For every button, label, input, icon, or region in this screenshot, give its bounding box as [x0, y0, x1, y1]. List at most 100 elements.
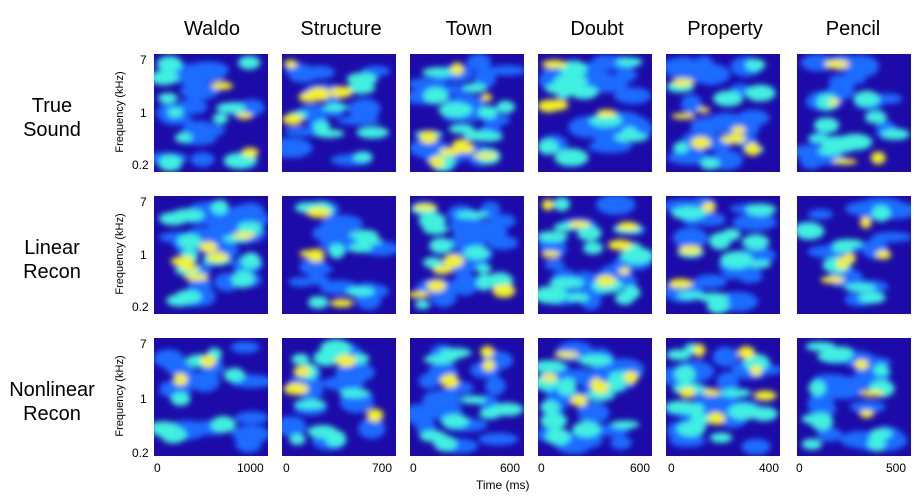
spectrogram-blob [753, 390, 777, 401]
spectrogram-blob [223, 368, 246, 383]
spectrogram-blob [306, 274, 330, 286]
spectrogram-blob [284, 59, 298, 68]
x-tick-end: 700 [372, 461, 393, 475]
spectrogram-blob [307, 425, 338, 439]
spectrogram-blob [677, 66, 717, 83]
spectrogram-blob [491, 214, 516, 228]
spectrogram-blob [440, 348, 467, 360]
row-label-linear-recon: Linear Recon [0, 236, 104, 284]
spectrogram-blob [854, 359, 869, 370]
spectrogram-blob [462, 83, 487, 93]
spectrogram-blob [440, 374, 459, 388]
row-label-line1: True [31, 95, 73, 117]
spectrogram-blob [482, 360, 495, 371]
spectrogram-blob [700, 157, 720, 170]
spectrogram-blob [676, 291, 705, 300]
spectrogram-blob [858, 291, 886, 304]
spectrogram-blob [346, 72, 378, 87]
spectrogram-blob [293, 399, 327, 409]
x-tick-end: 600 [630, 461, 651, 475]
spectrogram-blob [282, 114, 304, 125]
spectrogram-blob [541, 59, 567, 69]
x-tick-start: 0 [154, 461, 161, 475]
spectrogram-blob [339, 388, 370, 398]
spectrogram-blob [330, 86, 353, 98]
spectrogram-blob [240, 252, 261, 269]
spectrogram-blob [693, 343, 706, 357]
spectrogram-blob [348, 98, 381, 120]
spectrogram-blob [873, 363, 889, 377]
spectrogram-blob [572, 421, 601, 438]
spectrogram-blob [320, 339, 352, 358]
spectrogram-blob [170, 256, 195, 267]
column-title-waldo: Waldo [184, 18, 240, 40]
spectrogram-blob [463, 130, 497, 142]
spectrogram-blob [299, 258, 329, 276]
spectrogram-panel-r2-c2 [282, 196, 396, 314]
column-title-town: Town [445, 18, 493, 40]
spectrogram-blob [713, 90, 744, 107]
spectrogram-blob [432, 265, 453, 275]
spectrogram-blob [283, 383, 309, 395]
spectrogram-blob [860, 390, 884, 397]
spectrogram-blob [174, 132, 193, 143]
spectrogram-panel-r2-c3 [410, 196, 524, 314]
spectrogram-blob [538, 286, 568, 304]
spectrogram-blob [721, 228, 741, 241]
spectrogram-blob [441, 414, 470, 428]
spectrogram-blob [366, 408, 384, 422]
spectrogram-blob [207, 252, 229, 263]
spectrogram-blob [330, 299, 354, 308]
spectrogram-blob [853, 90, 880, 107]
spectrogram-panel-r1-c2 [282, 54, 396, 172]
spectrogram-blob [212, 113, 229, 125]
spectrogram-blob [859, 409, 874, 418]
spectrogram-blob [463, 245, 490, 260]
spectrogram-blob [669, 434, 706, 448]
spectrogram-blob [813, 117, 840, 134]
spectrogram-blob [540, 412, 568, 429]
spectrogram-blob [549, 277, 585, 289]
spectrogram-blob [158, 212, 189, 226]
spectrogram-blob [540, 400, 560, 415]
spectrogram-blob [750, 365, 762, 376]
column-title-structure: Structure [300, 18, 382, 40]
spectrogram-blob [235, 435, 262, 453]
spectrogram-blob [321, 376, 365, 391]
spectrogram-blob [448, 124, 475, 134]
spectrogram-blob [578, 354, 613, 367]
spectrogram-blob [282, 416, 307, 437]
row-label-line2: Sound [23, 119, 81, 141]
spectrogram-blob [702, 202, 716, 213]
spectrogram-blob [619, 247, 652, 265]
spectrogram-blob [356, 236, 382, 246]
spectrogram-blob [158, 92, 178, 104]
x-tick-start: 0 [796, 461, 803, 475]
x-tick-end: 1000 [237, 461, 264, 475]
spectrogram-blob [179, 82, 220, 100]
spectrogram-blob [617, 221, 639, 231]
spectrogram-blob [476, 273, 493, 291]
spectrogram-blob [673, 141, 689, 154]
spectrogram-blob [875, 250, 892, 260]
spectrogram-blob [348, 243, 372, 253]
spectrogram-blob [154, 421, 178, 430]
spectrogram-blob [849, 400, 886, 414]
spectrogram-blob [173, 373, 188, 386]
spectrogram-blob [869, 428, 893, 439]
spectrogram-blob [832, 244, 855, 253]
spectrogram-blob [824, 59, 850, 69]
spectrogram-blob [720, 251, 753, 269]
spectrogram-blob [486, 65, 524, 76]
spectrogram-blob [671, 78, 694, 86]
spectrogram-blob [229, 205, 253, 221]
spectrogram-blob [744, 58, 766, 72]
spectrogram-blob [867, 434, 886, 452]
y-axis-label-row3: Frequency (kHz) [114, 355, 126, 437]
row-label-line1: Linear [24, 237, 80, 259]
spectrogram-blob [487, 235, 519, 250]
spectrogram-blob [485, 376, 506, 396]
spectrogram-blob [231, 270, 255, 288]
spectrogram-blob [697, 107, 710, 113]
y-tick-7: 7 [140, 337, 147, 351]
